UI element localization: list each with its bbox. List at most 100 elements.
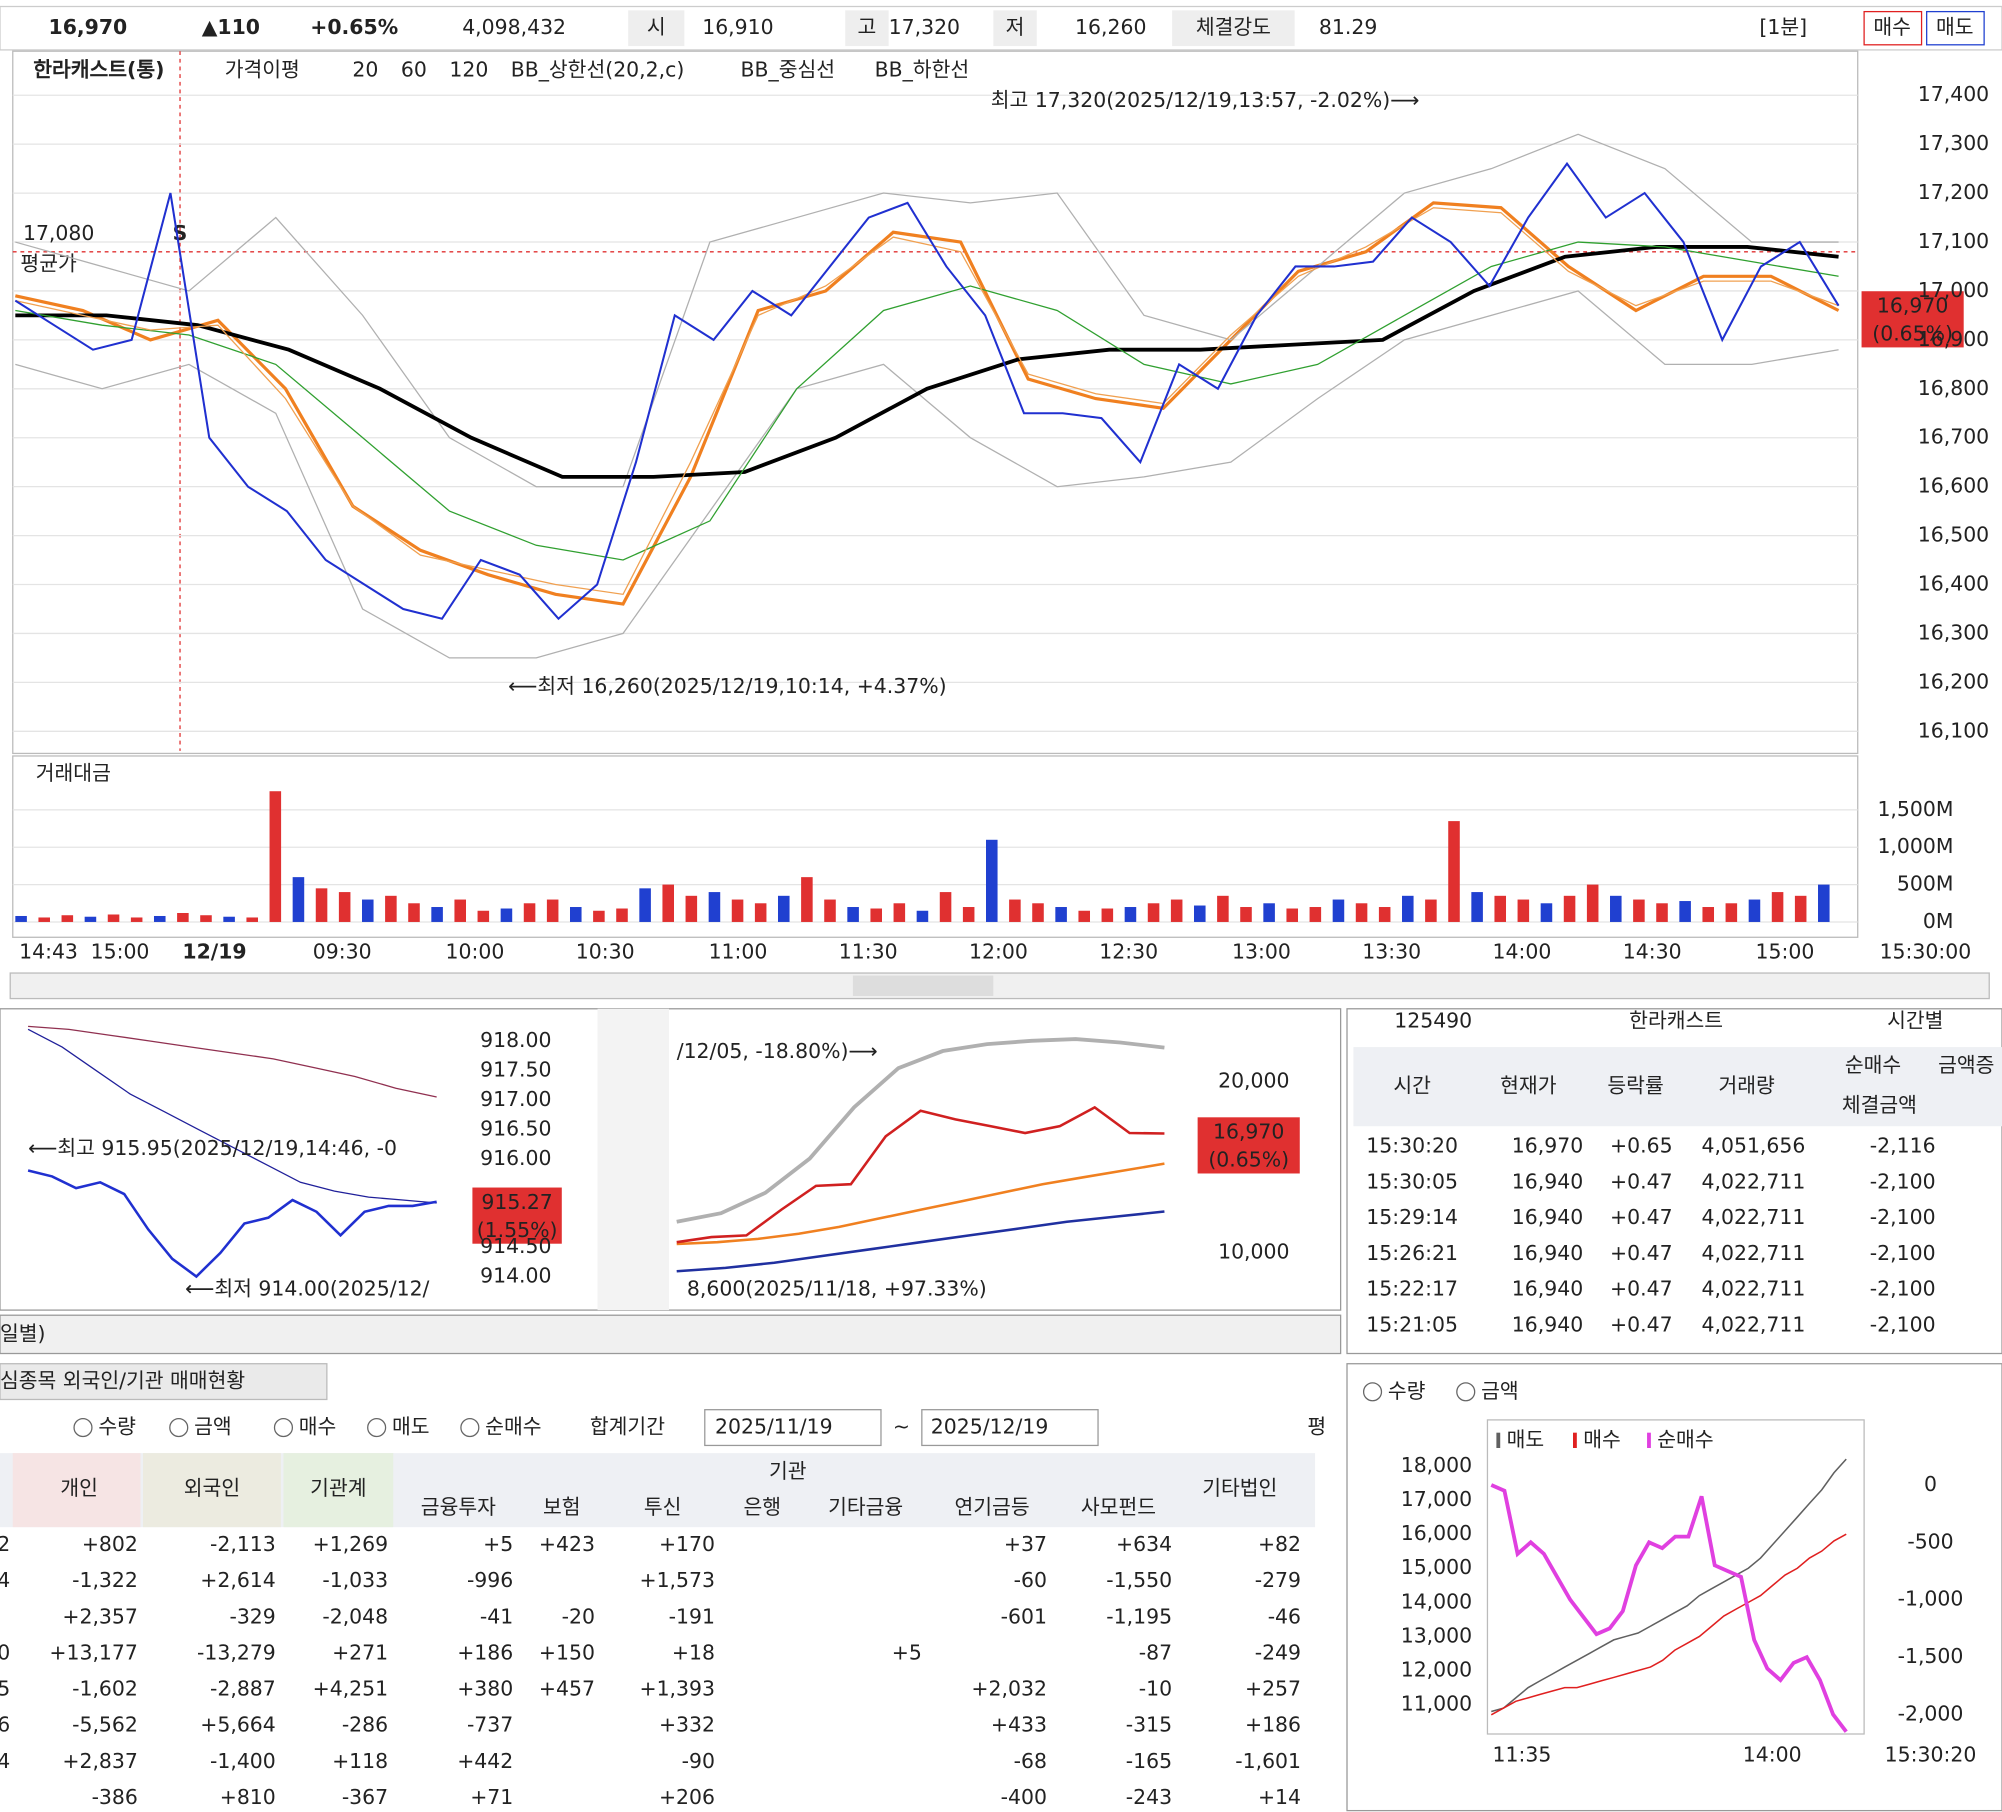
line (676, 1037, 1165, 1224)
cell: +1,393 (639, 1677, 715, 1701)
cell: -737 (467, 1713, 513, 1737)
radio[interactable] (273, 1417, 294, 1438)
volume-bar (84, 916, 97, 922)
sell-button[interactable] (1926, 10, 1985, 46)
tab[interactable] (0, 1363, 328, 1401)
volume-bar (1332, 899, 1345, 922)
volume-bar (1725, 903, 1738, 922)
label: +0.65% (310, 15, 398, 39)
cell: 4,022,711 (1702, 1312, 1806, 1336)
cell: -1,602 (72, 1677, 138, 1701)
label: 16,970 (1213, 1120, 1284, 1144)
label: 17,080 (23, 221, 94, 245)
volume-bar (1818, 884, 1830, 922)
radio[interactable] (1456, 1382, 1476, 1402)
radio[interactable] (73, 1417, 93, 1438)
legend-item: 순매수 (1657, 1427, 1713, 1451)
volume-bar (361, 899, 374, 922)
y-tick-label: 16,000 (1401, 1521, 1472, 1545)
label: 한라캐스트(통) (33, 57, 164, 81)
cell: -1,195 (1106, 1604, 1172, 1628)
cell: -68 (1014, 1749, 1047, 1773)
y-tick-label: 14,000 (1401, 1589, 1472, 1613)
line (1490, 1533, 1847, 1716)
volume-bar (1748, 899, 1761, 922)
cell: +5 (483, 1532, 513, 1556)
volume-bar (1078, 910, 1091, 922)
volume-bar (523, 903, 536, 922)
cell: -46 (1268, 1604, 1301, 1628)
y-tick-label: 17,400 (1918, 82, 1989, 106)
volume-bar (801, 877, 813, 922)
scroll-thumb[interactable] (852, 975, 994, 997)
line (28, 1025, 437, 1098)
y-tick-label: 15,000 (1401, 1555, 1472, 1579)
column-header: 등락률 (1607, 1074, 1663, 1098)
volume-bar (338, 892, 351, 922)
radio[interactable] (460, 1417, 480, 1438)
label: 금액 (194, 1415, 232, 1439)
x-tick-label: 12:00 (969, 940, 1028, 964)
buy-button[interactable] (1863, 10, 1923, 46)
volume-bar (777, 895, 790, 922)
label: 4,098,432 (462, 15, 566, 39)
cell: +18 (672, 1640, 715, 1664)
date-input[interactable] (921, 1409, 1099, 1447)
cell: 6 (0, 1713, 10, 1737)
column-header: 금융투자 (421, 1495, 496, 1519)
volume-bar (1009, 899, 1021, 922)
volume-bar (569, 907, 582, 922)
volume-bar (1355, 903, 1368, 922)
column-header: 순매수 (1845, 1053, 1901, 1077)
radio[interactable] (1362, 1382, 1383, 1402)
y-tick-label: 13,000 (1401, 1623, 1472, 1647)
y2-tick-label: -2,000 (1898, 1701, 1964, 1725)
y-tick-label: 1,000M (1877, 834, 1953, 858)
legend-swatch (1647, 1432, 1651, 1448)
legend-swatch (1496, 1432, 1501, 1448)
volume-bar (1124, 907, 1137, 922)
indicator-line (15, 290, 1839, 659)
cell: +2,614 (200, 1568, 276, 1592)
legend-item: 매수 (1583, 1427, 1621, 1451)
y-tick-label: 17,300 (1918, 131, 1989, 155)
column-header: 기타법인 (1202, 1476, 1277, 1500)
label: 16,910 (702, 15, 773, 39)
cell: +380 (457, 1677, 513, 1701)
volume-bar (986, 839, 998, 922)
label: 고 (858, 15, 877, 39)
volume-bar (662, 884, 674, 922)
label: 16,970 (1877, 294, 1948, 318)
volume-bar (292, 877, 305, 922)
radio[interactable] (169, 1417, 189, 1438)
line (676, 1162, 1165, 1246)
radio[interactable] (367, 1417, 387, 1438)
y2-tick-label: -1,500 (1898, 1644, 1964, 1668)
x-tick-label: 10:00 (446, 940, 505, 964)
label: 매수 (299, 1415, 337, 1439)
date-input[interactable] (704, 1409, 882, 1447)
cell: -2,887 (210, 1677, 276, 1701)
price-line (14, 161, 1840, 621)
cell: +0.47 (1610, 1169, 1673, 1193)
label: (1.55%) (477, 1218, 558, 1242)
label: ▲110 (202, 15, 260, 39)
column-header: 투신 (644, 1495, 682, 1519)
cell: 15:22:17 (1366, 1277, 1458, 1301)
volume-bar (200, 915, 212, 922)
y-tick-label: 16,500 (1918, 523, 1989, 547)
x-tick-label: 14:43 (19, 940, 78, 964)
volume-bar (870, 908, 883, 922)
y-tick-label: 16,400 (1918, 572, 1989, 596)
column-header: 연기금등 (955, 1495, 1030, 1519)
volume-bar (246, 917, 258, 922)
cell: +257 (1245, 1677, 1301, 1701)
cell: -996 (467, 1568, 513, 1592)
label: ⟵최고 915.95(2025/12/19,14:46, -0 (28, 1136, 397, 1160)
sub-charts (0, 1008, 1342, 1311)
cell: +82 (1258, 1532, 1301, 1556)
cell: -87 (1139, 1640, 1172, 1664)
label: 매도 (1936, 15, 1974, 39)
volume-bar (1194, 905, 1206, 922)
cell: -2,100 (1870, 1169, 1936, 1193)
